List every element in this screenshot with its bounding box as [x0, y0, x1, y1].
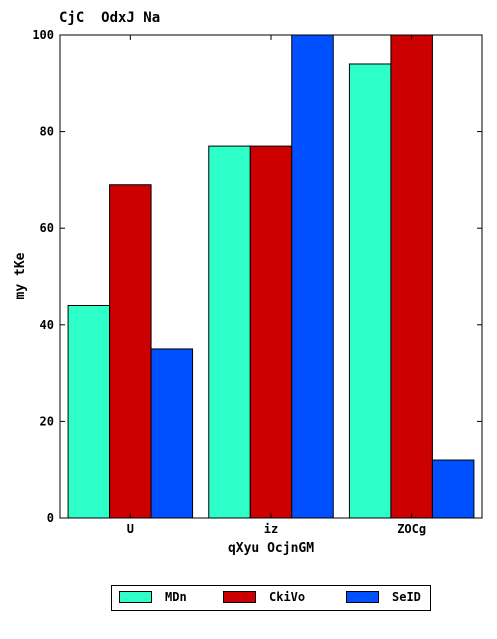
- y-tick-label: 60: [40, 221, 54, 235]
- x-tick-label: iz: [264, 522, 278, 536]
- bars-layer: [67, 34, 475, 519]
- y-axis-label: my tKe: [13, 252, 28, 299]
- x-tick-label: ZOCg: [397, 522, 426, 536]
- chart-title: CjC OdxJ Na: [59, 10, 161, 26]
- y-tick-label: 0: [47, 511, 54, 525]
- bar-SeID-ZOCg: [431, 459, 475, 519]
- legend-swatch: [223, 591, 256, 603]
- y-tick-label: 100: [32, 28, 54, 42]
- legend: MDn CkiVo SeID: [111, 585, 431, 611]
- bar-MDn-U: [67, 304, 111, 519]
- y-tick-label: 20: [40, 414, 54, 428]
- x-tick-label: U: [127, 522, 134, 536]
- y-tick-label: 80: [40, 125, 54, 139]
- y-tick-label: 40: [40, 318, 54, 332]
- legend-label: SeID: [392, 590, 421, 604]
- legend-label: CkiVo: [269, 590, 306, 604]
- x-axis-label: qXyu OcjnGM: [228, 541, 314, 556]
- legend-swatch: [119, 591, 152, 603]
- bar-MDn-ZOCg: [348, 63, 392, 519]
- legend-swatch: [346, 591, 379, 603]
- bar-CkiVo-ZOCg: [390, 34, 433, 519]
- bar-SeID-iz: [291, 34, 334, 519]
- bar-CkiVo-iz: [249, 145, 293, 519]
- y-axis: 0 20 40 60 80 100: [32, 28, 482, 525]
- legend-label: MDn: [165, 590, 187, 604]
- bar-MDn-iz: [208, 145, 251, 519]
- bar-SeID-U: [150, 348, 194, 519]
- bar-CkiVo-U: [109, 184, 152, 519]
